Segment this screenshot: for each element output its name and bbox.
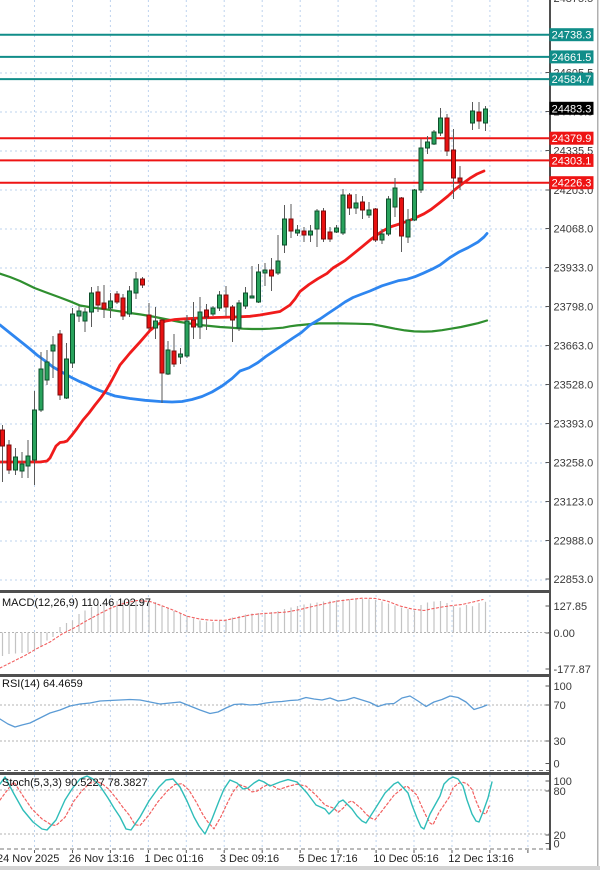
svg-text:23528.0: 23528.0 — [554, 380, 594, 392]
svg-text:0: 0 — [554, 759, 560, 771]
svg-text:24661.5: 24661.5 — [552, 52, 592, 64]
svg-text:24875.5: 24875.5 — [554, 0, 594, 5]
svg-text:20: 20 — [554, 830, 566, 842]
svg-text:23123.0: 23123.0 — [554, 497, 594, 509]
svg-text:12 Dec 13:16: 12 Dec 13:16 — [448, 853, 513, 865]
svg-text:23933.0: 23933.0 — [554, 263, 594, 275]
svg-text:24226.3: 24226.3 — [552, 178, 592, 190]
svg-text:Stoch(5,3,3) 90.5227 78.3827: Stoch(5,3,3) 90.5227 78.3827 — [2, 777, 148, 789]
svg-text:30: 30 — [554, 736, 566, 748]
svg-text:100: 100 — [554, 681, 572, 693]
svg-text:23663.0: 23663.0 — [554, 341, 594, 353]
svg-text:24303.1: 24303.1 — [552, 155, 592, 167]
svg-text:23258.0: 23258.0 — [554, 458, 594, 470]
svg-text:24483.3: 24483.3 — [552, 103, 592, 115]
svg-text:24 Nov 2025: 24 Nov 2025 — [0, 853, 59, 865]
svg-text:24738.3: 24738.3 — [552, 30, 592, 42]
svg-text:22988.0: 22988.0 — [554, 536, 594, 548]
svg-text:-177.87: -177.87 — [554, 664, 591, 676]
svg-text:3 Dec 09:16: 3 Dec 09:16 — [220, 853, 279, 865]
svg-text:RSI(14) 64.4659: RSI(14) 64.4659 — [2, 678, 83, 690]
svg-text:80: 80 — [554, 786, 566, 798]
svg-text:127.85: 127.85 — [554, 601, 588, 613]
svg-text:23393.0: 23393.0 — [554, 419, 594, 431]
svg-text:100: 100 — [554, 776, 572, 788]
svg-text:26 Nov 13:16: 26 Nov 13:16 — [69, 853, 134, 865]
svg-text:23798.0: 23798.0 — [554, 302, 594, 314]
svg-text:10 Dec 05:16: 10 Dec 05:16 — [373, 853, 438, 865]
svg-text:1 Dec 01:16: 1 Dec 01:16 — [144, 853, 203, 865]
svg-text:5 Dec 17:16: 5 Dec 17:16 — [298, 853, 357, 865]
svg-text:70: 70 — [554, 700, 566, 712]
svg-text:0: 0 — [554, 839, 560, 851]
svg-text:24068.0: 24068.0 — [554, 224, 594, 236]
svg-text:0.00: 0.00 — [554, 628, 575, 640]
svg-text:24584.7: 24584.7 — [552, 74, 592, 86]
svg-text:MACD(12,26,9) 110.46 102.97: MACD(12,26,9) 110.46 102.97 — [2, 597, 151, 609]
svg-text:22853.0: 22853.0 — [554, 574, 594, 586]
svg-text:24379.9: 24379.9 — [552, 133, 592, 145]
